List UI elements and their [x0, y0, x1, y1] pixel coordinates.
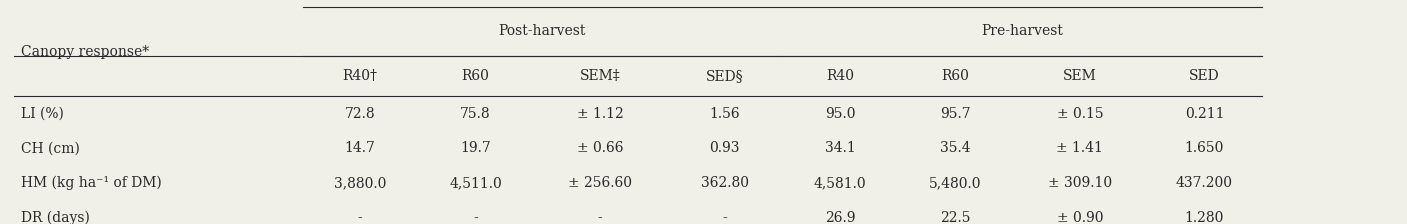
Text: ± 1.12: ± 1.12	[577, 107, 623, 121]
Text: CH (cm): CH (cm)	[21, 141, 80, 155]
Text: LI (%): LI (%)	[21, 107, 63, 121]
Text: 4,581.0: 4,581.0	[813, 176, 867, 190]
Text: 4,511.0: 4,511.0	[449, 176, 502, 190]
Text: 95.7: 95.7	[940, 107, 971, 121]
Text: -: -	[598, 211, 602, 224]
Text: -: -	[722, 211, 727, 224]
Text: 1.280: 1.280	[1185, 211, 1224, 224]
Text: 34.1: 34.1	[825, 141, 855, 155]
Text: -: -	[473, 211, 478, 224]
Text: SED§: SED§	[706, 69, 743, 83]
Text: 437.200: 437.200	[1176, 176, 1233, 190]
Text: HM (kg ha⁻¹ of DM): HM (kg ha⁻¹ of DM)	[21, 176, 162, 190]
Text: 14.7: 14.7	[345, 141, 376, 155]
Text: 19.7: 19.7	[460, 141, 491, 155]
Text: ± 0.15: ± 0.15	[1057, 107, 1103, 121]
Text: 1.56: 1.56	[709, 107, 740, 121]
Text: ± 0.66: ± 0.66	[577, 141, 623, 155]
Text: SED: SED	[1189, 69, 1220, 83]
Text: 0.211: 0.211	[1185, 107, 1224, 121]
Text: SEM‡: SEM‡	[580, 69, 620, 83]
Text: Post-harvest: Post-harvest	[498, 24, 587, 38]
Text: 72.8: 72.8	[345, 107, 376, 121]
Text: ± 1.41: ± 1.41	[1057, 141, 1103, 155]
Text: ± 309.10: ± 309.10	[1048, 176, 1112, 190]
Text: DR (days): DR (days)	[21, 211, 90, 224]
Text: 22.5: 22.5	[940, 211, 971, 224]
Text: ± 256.60: ± 256.60	[568, 176, 632, 190]
Text: -: -	[357, 211, 363, 224]
Text: R40†: R40†	[343, 69, 377, 83]
Text: Canopy response*: Canopy response*	[21, 45, 149, 58]
Text: 5,480.0: 5,480.0	[929, 176, 982, 190]
Text: ± 0.90: ± 0.90	[1057, 211, 1103, 224]
Text: Pre-harvest: Pre-harvest	[981, 24, 1064, 38]
Text: SEM: SEM	[1064, 69, 1096, 83]
Text: R60: R60	[461, 69, 490, 83]
Text: 26.9: 26.9	[825, 211, 855, 224]
Text: R60: R60	[941, 69, 969, 83]
Text: 75.8: 75.8	[460, 107, 491, 121]
Text: 3,880.0: 3,880.0	[333, 176, 387, 190]
Text: 362.80: 362.80	[701, 176, 749, 190]
Text: 35.4: 35.4	[940, 141, 971, 155]
Text: R40: R40	[826, 69, 854, 83]
Text: 1.650: 1.650	[1185, 141, 1224, 155]
Text: 95.0: 95.0	[825, 107, 855, 121]
Text: 0.93: 0.93	[709, 141, 740, 155]
